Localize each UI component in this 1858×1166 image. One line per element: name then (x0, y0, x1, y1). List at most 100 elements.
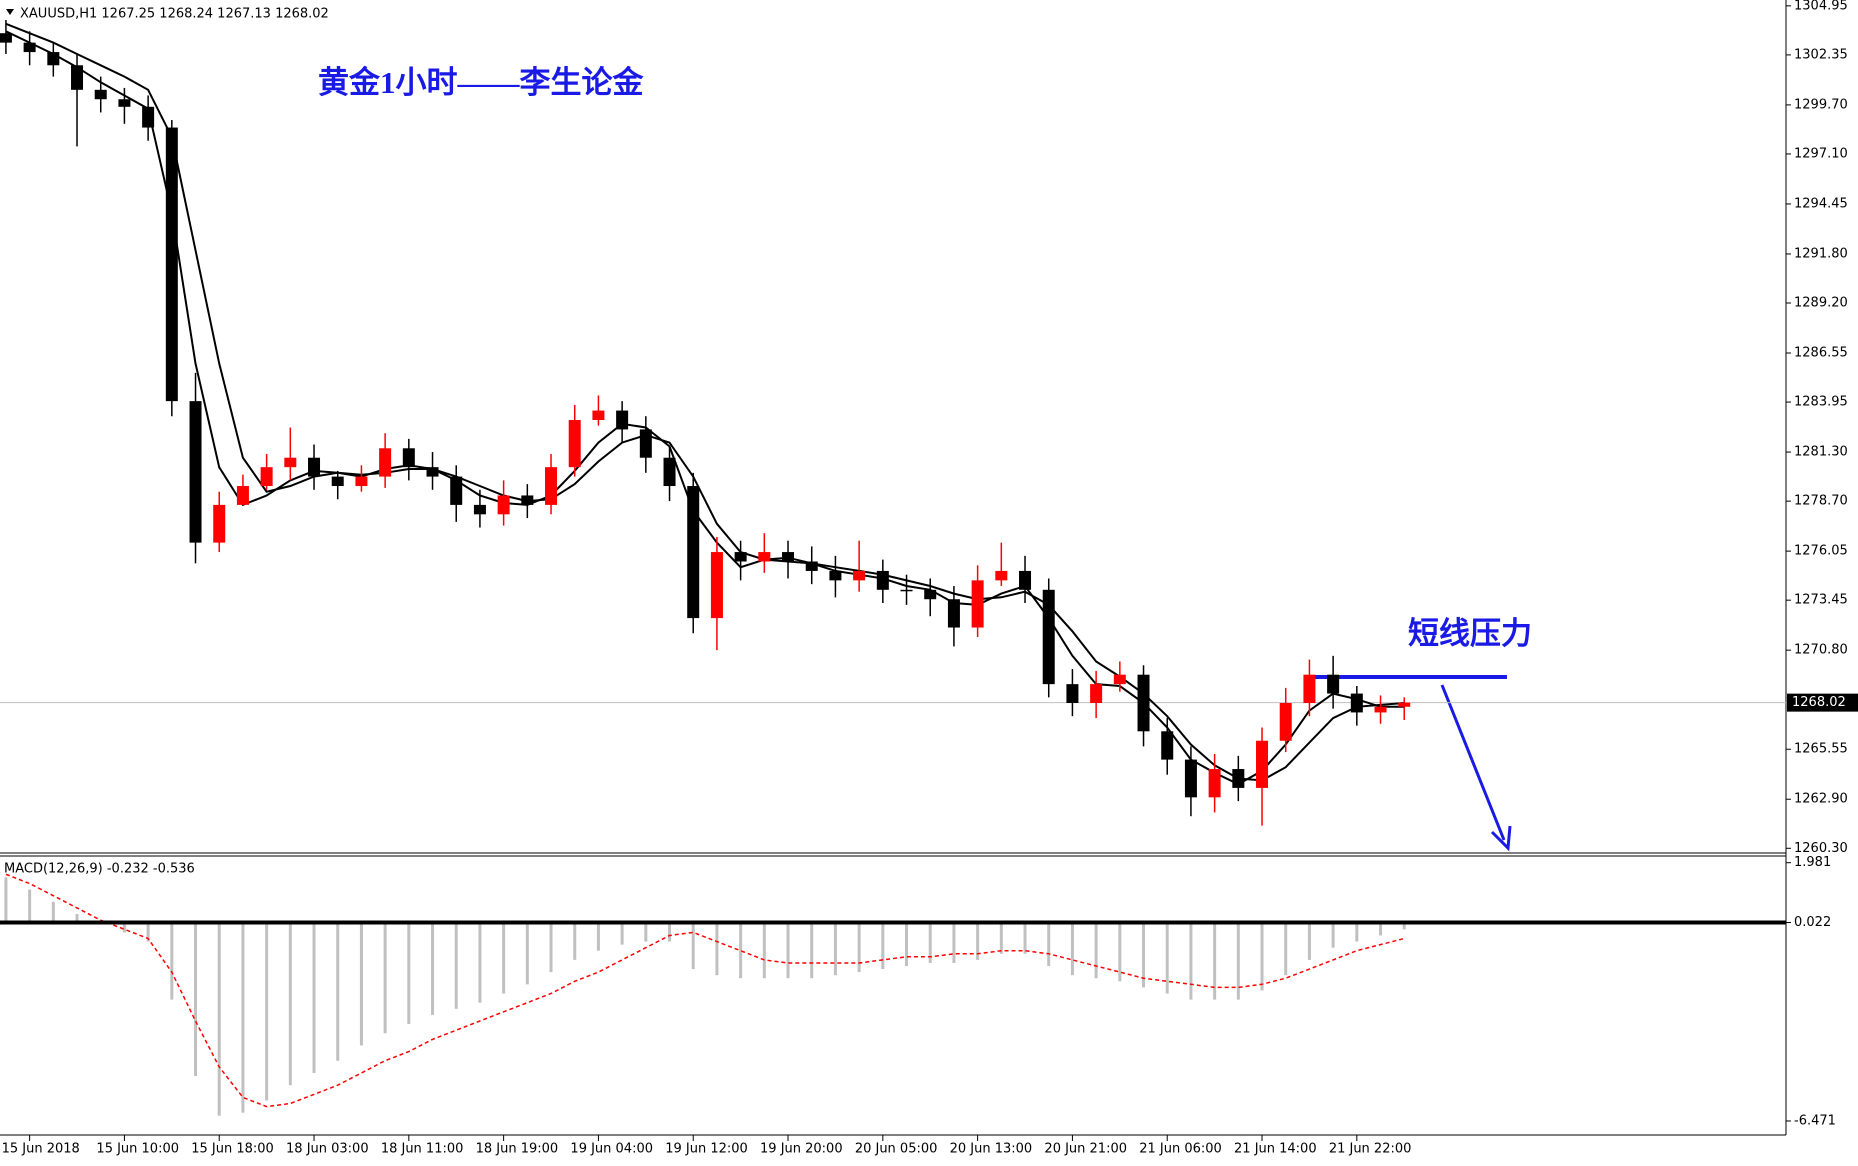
x-tick-label: 19 Jun 12:00 (665, 1142, 748, 1157)
candle-body (639, 429, 652, 458)
chart-subtitle: XAUUSD,H1 1267.25 1268.24 1267.13 1268.0… (20, 7, 329, 22)
macd-bar (454, 923, 458, 1009)
macd-bar (1379, 923, 1383, 936)
macd-bar (905, 923, 909, 967)
y-tick-label: 1302.35 (1794, 47, 1848, 62)
candle-body (450, 476, 463, 505)
candle-body (165, 127, 178, 402)
candle-body (592, 410, 605, 420)
macd-bar (359, 923, 363, 1046)
macd-bar (75, 914, 79, 924)
macd-bar (478, 923, 482, 1003)
macd-bar (502, 923, 506, 994)
candle-body (236, 486, 249, 505)
current-price-label: 1268.02 (1792, 695, 1846, 710)
x-tick-label: 15 Jun 18:00 (191, 1142, 274, 1157)
macd-bar (573, 923, 577, 960)
macd-bar (620, 923, 624, 945)
y-tick-label: 1281.30 (1794, 445, 1848, 460)
candle-body (545, 467, 558, 505)
candle-body (379, 448, 392, 477)
macd-bar (668, 923, 672, 942)
candle-body (71, 65, 84, 90)
candle-body (710, 552, 723, 619)
y-tick-label: 1278.70 (1794, 494, 1848, 509)
candle-body (497, 495, 510, 515)
candle-body (1350, 693, 1363, 713)
macd-bar (596, 923, 600, 951)
y-tick-label: 1297.10 (1794, 146, 1848, 161)
y-tick-label: -6.471 (1794, 1113, 1836, 1128)
x-tick-label: 21 Jun 06:00 (1139, 1142, 1222, 1157)
macd-bar (786, 923, 790, 979)
y-tick-label: 1286.55 (1794, 346, 1848, 361)
candle-body (23, 42, 36, 53)
y-tick-label: 1304.95 (1794, 0, 1848, 13)
menu-icon[interactable] (6, 9, 14, 15)
candle-body (829, 570, 842, 581)
candle-body (284, 457, 297, 468)
candle-body (1042, 589, 1055, 685)
y-tick-label: 1276.05 (1794, 544, 1848, 559)
macd-bar (265, 923, 269, 1101)
candle-body (758, 552, 771, 562)
macd-bar (217, 923, 221, 1116)
candle-body (876, 570, 889, 590)
y-tick-label: 1260.30 (1794, 841, 1848, 856)
y-tick-label: 1265.55 (1794, 742, 1848, 757)
candle-body (687, 486, 700, 619)
candle-body (1137, 674, 1150, 732)
y-tick-label: 1289.20 (1794, 296, 1848, 311)
macd-bar (383, 923, 387, 1034)
macd-bar (691, 923, 695, 970)
y-tick-label: 1291.80 (1794, 246, 1848, 261)
x-tick-label: 18 Jun 03:00 (286, 1142, 369, 1157)
x-tick-label: 19 Jun 20:00 (760, 1142, 843, 1157)
candle-body (1303, 674, 1316, 704)
candle-body (213, 504, 226, 543)
macd-bar (1189, 923, 1193, 1000)
macd-bar (1260, 923, 1264, 991)
macd-title: MACD(12,26,9) -0.232 -0.536 (4, 862, 195, 877)
candle-body (663, 457, 676, 487)
candle-body (971, 580, 984, 628)
x-tick-label: 18 Jun 19:00 (476, 1142, 559, 1157)
y-tick-label: 1270.80 (1794, 643, 1848, 658)
macd-bar (952, 923, 956, 963)
x-tick-label: 21 Jun 22:00 (1329, 1142, 1412, 1157)
candle-body (1161, 731, 1174, 760)
x-tick-label: 18 Jun 11:00 (381, 1142, 464, 1157)
candle-body (782, 552, 795, 562)
macd-bar (1165, 923, 1169, 994)
moving-average (5, 22, 1405, 782)
macd-bar (312, 923, 316, 1073)
y-tick-label: 1262.90 (1794, 792, 1848, 807)
macd-bar (122, 923, 126, 933)
candle-body (189, 401, 202, 543)
x-tick-label: 20 Jun 21:00 (1044, 1142, 1127, 1157)
candle-body (924, 589, 937, 600)
candle-body (734, 552, 747, 562)
candle-body (260, 467, 273, 487)
macd-bar (857, 923, 861, 973)
candle-body (1208, 769, 1221, 798)
macd-bar (549, 923, 553, 973)
x-tick-label: 20 Jun 13:00 (950, 1142, 1033, 1157)
macd-bar (51, 901, 55, 924)
y-tick-label: 1.981 (1794, 855, 1831, 870)
candle-body (1398, 702, 1411, 707)
macd-bar (1047, 923, 1051, 967)
annotation: 短线压力 (1408, 616, 1532, 651)
candle-body (355, 476, 368, 487)
macd-bar (1402, 923, 1406, 930)
macd-bar (1307, 923, 1311, 960)
candle-body (118, 99, 131, 107)
candle-body (1090, 684, 1103, 704)
x-tick-label: 15 Jun 2018 (2, 1142, 80, 1157)
macd-bar (1331, 923, 1335, 948)
macd-bar (881, 923, 885, 970)
y-tick-label: 1273.45 (1794, 593, 1848, 608)
candle-body (308, 457, 321, 477)
macd-bar (28, 889, 32, 924)
